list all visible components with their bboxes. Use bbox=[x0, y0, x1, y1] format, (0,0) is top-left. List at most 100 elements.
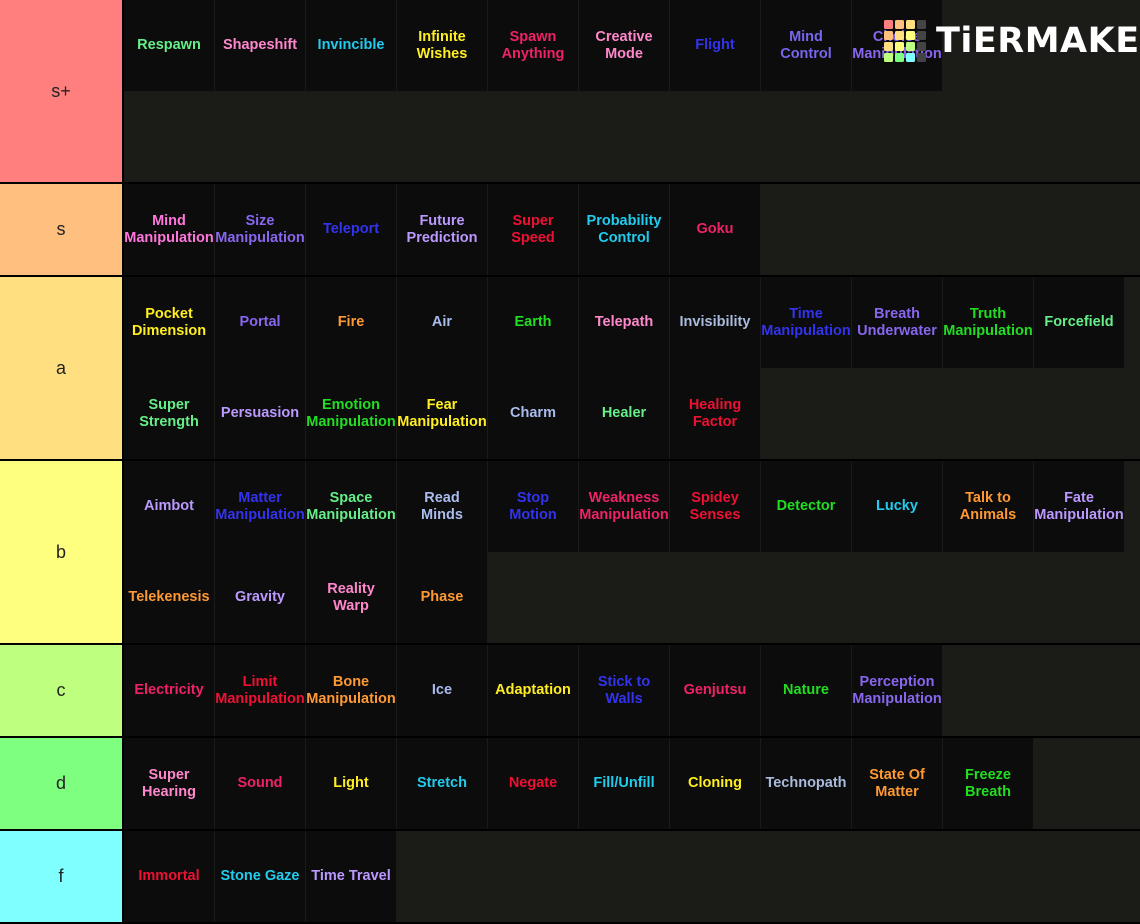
tier-item[interactable]: Fate Manipulation bbox=[1034, 461, 1125, 552]
tier-label[interactable]: d bbox=[0, 738, 124, 829]
tier-item[interactable]: Goku bbox=[670, 184, 761, 275]
tier-item[interactable]: Persuasion bbox=[215, 368, 306, 459]
tier-item[interactable]: Flight bbox=[670, 0, 761, 91]
tier-item[interactable]: Gravity bbox=[215, 552, 306, 643]
logo-square bbox=[895, 31, 904, 40]
tier-items[interactable]: Respawn Shapeshift Invincible Infinite Wish… bbox=[124, 0, 1140, 182]
logo-square bbox=[906, 42, 915, 51]
tier-item-label: Stone Gaze bbox=[220, 868, 300, 885]
tier-items[interactable]: Super Hearing Sound Light Stretch Negate Fill… bbox=[124, 738, 1140, 829]
tier-items[interactable]: Immortal Stone Gaze Time Travel bbox=[124, 831, 1140, 922]
tier-item[interactable]: Time Manipulation bbox=[761, 277, 852, 368]
tier-item[interactable]: Fire bbox=[306, 277, 397, 368]
tier-label[interactable]: a bbox=[0, 277, 124, 459]
tier-items[interactable]: Mind Manipulation Size Manipulation Telepo… bbox=[124, 184, 1140, 275]
tier-label[interactable]: s+ bbox=[0, 0, 124, 182]
tier-item[interactable]: Super Hearing bbox=[124, 738, 215, 829]
tier-row: b Aimbot Matter Manipulation Space Manipula… bbox=[0, 461, 1140, 645]
logo-square bbox=[895, 42, 904, 51]
tier-item[interactable]: Healer bbox=[579, 368, 670, 459]
logo-square bbox=[884, 53, 893, 62]
tier-item[interactable]: Immortal bbox=[124, 831, 215, 922]
tier-item[interactable]: Space Manipulation bbox=[306, 461, 397, 552]
tier-item[interactable]: Stone Gaze bbox=[215, 831, 306, 922]
tier-item-label: Portal bbox=[239, 314, 281, 331]
tier-item[interactable]: Lucky bbox=[852, 461, 943, 552]
tier-item[interactable]: Size Manipulation bbox=[215, 184, 306, 275]
tier-item[interactable]: Fill/Unfill bbox=[579, 738, 670, 829]
tier-item[interactable]: State Of Matter bbox=[852, 738, 943, 829]
tier-label[interactable]: b bbox=[0, 461, 124, 643]
tier-item[interactable]: Spawn Anything bbox=[488, 0, 579, 91]
tier-item[interactable]: Cloning bbox=[670, 738, 761, 829]
tier-item-label: Electricity bbox=[134, 682, 204, 699]
tier-item[interactable]: Light bbox=[306, 738, 397, 829]
tier-item[interactable]: Earth bbox=[488, 277, 579, 368]
tier-item[interactable]: Probability Control bbox=[579, 184, 670, 275]
tier-item[interactable]: Shapeshift bbox=[215, 0, 306, 91]
tier-item[interactable]: Matter Manipulation bbox=[215, 461, 306, 552]
tier-item[interactable]: Stretch bbox=[397, 738, 488, 829]
tier-item[interactable]: Telepath bbox=[579, 277, 670, 368]
tier-item[interactable]: Breath Underwater bbox=[852, 277, 943, 368]
tier-item[interactable]: Limit Manipulation bbox=[215, 645, 306, 736]
tier-item[interactable]: Detector bbox=[761, 461, 852, 552]
tier-items[interactable]: Pocket Dimension Portal Fire Air Earth Telepa… bbox=[124, 277, 1140, 459]
tier-item[interactable]: Portal bbox=[215, 277, 306, 368]
tier-item[interactable]: Technopath bbox=[761, 738, 852, 829]
tier-item[interactable]: Teleport bbox=[306, 184, 397, 275]
tier-item[interactable]: Adaptation bbox=[488, 645, 579, 736]
tier-item[interactable]: Air bbox=[397, 277, 488, 368]
tier-item-label: Stop Motion bbox=[509, 490, 557, 523]
tier-item-label: Space Manipulation bbox=[306, 490, 396, 523]
tier-item[interactable]: Read Minds bbox=[397, 461, 488, 552]
tier-item[interactable]: Stop Motion bbox=[488, 461, 579, 552]
tier-item[interactable]: Genjutsu bbox=[670, 645, 761, 736]
tier-label[interactable]: s bbox=[0, 184, 124, 275]
tier-item[interactable]: Time Travel bbox=[306, 831, 397, 922]
tier-item[interactable]: Telekenesis bbox=[124, 552, 215, 643]
tier-item[interactable]: Ice bbox=[397, 645, 488, 736]
tier-item[interactable]: Negate bbox=[488, 738, 579, 829]
tier-item[interactable]: Pocket Dimension bbox=[124, 277, 215, 368]
tier-item[interactable]: Invisibility bbox=[670, 277, 761, 368]
logo-square bbox=[884, 20, 893, 29]
tier-item[interactable]: Weakness Manipulation bbox=[579, 461, 670, 552]
tier-label[interactable]: f bbox=[0, 831, 124, 922]
tier-item-label: Creative Mode bbox=[595, 29, 653, 62]
tier-item[interactable]: Talk to Animals bbox=[943, 461, 1034, 552]
tier-item[interactable]: Mind Manipulation bbox=[124, 184, 215, 275]
tier-item-label: Detector bbox=[776, 498, 836, 515]
tier-item[interactable]: Perception Manipulation bbox=[852, 645, 943, 736]
tier-item[interactable]: Forcefield bbox=[1034, 277, 1125, 368]
tier-item[interactable]: Respawn bbox=[124, 0, 215, 91]
tier-item[interactable]: Future Prediction bbox=[397, 184, 488, 275]
tier-items[interactable]: Electricity Limit Manipulation Bone Manipu… bbox=[124, 645, 1140, 736]
tier-item[interactable]: Truth Manipulation bbox=[943, 277, 1034, 368]
tier-item-label: Genjutsu bbox=[683, 682, 747, 699]
tier-label[interactable]: c bbox=[0, 645, 124, 736]
tier-item[interactable]: Fear Manipulation bbox=[397, 368, 488, 459]
tier-item[interactable]: Invincible bbox=[306, 0, 397, 91]
tier-item[interactable]: Aimbot bbox=[124, 461, 215, 552]
tier-item[interactable]: Creative Mode bbox=[579, 0, 670, 91]
tier-item[interactable]: Super Speed bbox=[488, 184, 579, 275]
tier-item[interactable]: Reality Warp bbox=[306, 552, 397, 643]
tier-item[interactable]: Stick to Walls bbox=[579, 645, 670, 736]
tier-item-label: Fate Manipulation bbox=[1034, 490, 1124, 523]
tier-item[interactable]: Infinite Wishes bbox=[397, 0, 488, 91]
tier-item[interactable]: Electricity bbox=[124, 645, 215, 736]
tier-item[interactable]: Freeze Breath bbox=[943, 738, 1034, 829]
tier-item[interactable]: Bone Manipulation bbox=[306, 645, 397, 736]
tier-item[interactable]: Emotion Manipulation bbox=[306, 368, 397, 459]
tier-item[interactable]: Sound bbox=[215, 738, 306, 829]
tier-row: s+ Respawn Shapeshift Invincible Infinite Wi… bbox=[0, 0, 1140, 184]
tier-item[interactable]: Phase bbox=[397, 552, 488, 643]
tier-item[interactable]: Spidey Senses bbox=[670, 461, 761, 552]
tier-item[interactable]: Mind Control bbox=[761, 0, 852, 91]
tier-item[interactable]: Super Strength bbox=[124, 368, 215, 459]
tier-item[interactable]: Nature bbox=[761, 645, 852, 736]
tier-items[interactable]: Aimbot Matter Manipulation Space Manipulat… bbox=[124, 461, 1140, 643]
tier-item[interactable]: Charm bbox=[488, 368, 579, 459]
tier-item[interactable]: Healing Factor bbox=[670, 368, 761, 459]
